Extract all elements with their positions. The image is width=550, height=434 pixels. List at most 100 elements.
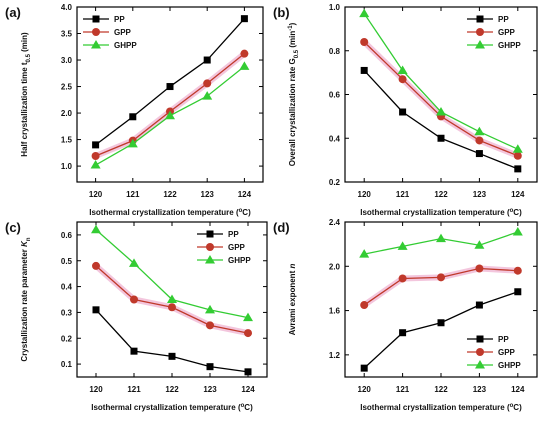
y-tick-label: 0.4 <box>329 134 341 143</box>
legend-label-gpp: GPP <box>114 28 132 37</box>
y-tick-label: 2.5 <box>61 83 73 92</box>
data-point-ghpp <box>474 126 485 136</box>
data-point-ghpp <box>167 294 177 303</box>
data-point-gpp <box>168 303 176 312</box>
x-tick-label: 120 <box>358 385 372 394</box>
x-tick-label: 120 <box>89 385 103 394</box>
data-point-ghpp <box>436 233 446 243</box>
data-point-gpp <box>92 261 100 270</box>
data-point-gpp <box>130 295 138 304</box>
x-axis-title-part: Isothermal crystallization temperature ( <box>360 403 510 412</box>
panel-label: (d) <box>273 220 290 235</box>
legend-label-ghpp: GHPP <box>498 361 521 370</box>
legend-label-pp: PP <box>114 15 125 24</box>
legend: PP GPP GHPP <box>197 230 251 265</box>
data-point-ghpp <box>129 258 139 267</box>
data-point-gpp <box>475 136 484 145</box>
plot-frame <box>76 6 264 183</box>
y-tick-label: 1.0 <box>329 3 341 12</box>
data-point-gpp <box>203 79 212 88</box>
chart-panel-1: (a) 120 121 122 123 124 1.0 1.5 2.0 2.5 3.0 3.5 4.0 I… <box>5 3 264 217</box>
x-tick-label: 121 <box>396 385 410 394</box>
legend-label-ghpp: GHPP <box>498 41 521 50</box>
data-point-pp <box>130 347 138 355</box>
x-tick-label: 122 <box>165 385 179 394</box>
x-axis-title-part: C) <box>513 403 522 412</box>
x-tick-label: 123 <box>201 190 215 199</box>
data-point-ghpp <box>202 91 213 100</box>
y-axis-title-part: Half crystallization time t <box>20 62 29 157</box>
legend-marker-ghpp <box>205 255 215 264</box>
data-point-pp <box>92 141 100 149</box>
data-point-pp <box>475 150 483 158</box>
legend: PP GPP GHPP <box>467 15 521 50</box>
data-point-pp <box>399 108 407 116</box>
data-point-pp <box>360 66 368 74</box>
data-point-pp <box>166 83 174 91</box>
data-point-pp <box>437 319 445 327</box>
data-point-pp <box>244 368 252 376</box>
x-tick-label: 124 <box>511 190 525 199</box>
chart-panel-3: (c) 120 121 122 123 124 0.1 0.2 0.3 0.4 0.5 0.6 Isot… <box>5 220 268 412</box>
data-point-gpp <box>437 273 445 282</box>
data-point-gpp <box>206 321 214 330</box>
y-axis-title-part: n <box>26 237 32 241</box>
x-axis-title-part: Isothermal crystallization temperature ( <box>91 403 241 412</box>
legend-marker-pp <box>476 15 484 23</box>
data-point-ghpp <box>91 224 101 234</box>
legend-marker-ghpp <box>91 40 101 49</box>
legend-label-pp: PP <box>498 15 509 24</box>
panel-label: (b) <box>273 5 290 20</box>
legend-marker-ghpp <box>475 360 485 369</box>
y-tick-label: 0.5 <box>61 257 73 266</box>
x-tick-label: 123 <box>203 385 217 394</box>
data-point-gpp <box>475 264 484 273</box>
y-axis-title-part: Avrami exponent <box>288 269 297 336</box>
y-tick-label: 3.5 <box>61 30 73 39</box>
data-point-ghpp <box>474 240 485 249</box>
series-line-pp <box>95 18 245 146</box>
x-tick-label: 120 <box>358 190 372 199</box>
y-axis-title: Avrami exponent n <box>288 264 297 336</box>
data-point-gpp <box>91 152 100 161</box>
y-axis-title: Overall crystallization rate G0.5 (min-1… <box>288 22 300 166</box>
series-line-ghpp <box>363 13 519 150</box>
legend-marker-pp <box>476 335 484 343</box>
legend-label-pp: PP <box>498 335 509 344</box>
legend-marker-pp <box>92 15 100 23</box>
data-point-gpp <box>398 274 407 283</box>
data-point-pp <box>360 364 368 372</box>
data-point-ghpp <box>397 65 408 74</box>
x-tick-label: 123 <box>473 385 487 394</box>
panel-label: (c) <box>5 220 21 235</box>
legend-label-gpp: GPP <box>498 28 516 37</box>
data-point-ghpp <box>512 144 523 153</box>
y-axis-title-part: K <box>20 240 29 247</box>
y-tick-label: 2.0 <box>61 109 73 118</box>
data-point-ghpp <box>165 110 175 120</box>
x-axis-title: Isothermal crystallization temperature (… <box>89 208 251 217</box>
x-axis-title-part: o <box>241 403 245 409</box>
legend: PP GPP GHPP <box>83 15 137 50</box>
x-tick-label: 122 <box>434 385 448 394</box>
y-axis-title: Half crystallization time t0.5 (min) <box>20 32 32 157</box>
x-tick-label: 124 <box>241 385 255 394</box>
chart-panel-4: (d) 120 121 122 123 124 1.2 1.6 2.0 2.4 Isothermal… <box>273 218 538 412</box>
legend-label-ghpp: GHPP <box>228 256 251 265</box>
y-axis-title-part: -1 <box>288 25 294 31</box>
legend-label-ghpp: GHPP <box>114 41 137 50</box>
x-axis-title: Isothermal crystallization temperature (… <box>360 208 522 217</box>
series-halo-gpp <box>94 51 247 159</box>
data-point-gpp <box>513 266 522 275</box>
y-tick-label: 1.0 <box>61 162 73 171</box>
y-tick-label: 0.6 <box>329 91 341 100</box>
x-axis-title-part: o <box>510 403 514 409</box>
x-axis-title-part: C) <box>244 403 253 412</box>
y-tick-label: 0.4 <box>61 283 73 292</box>
legend: PP GPP GHPP <box>467 335 521 370</box>
x-tick-label: 124 <box>511 385 525 394</box>
y-axis-title-part: Crystallization rate parameter <box>20 247 29 362</box>
y-tick-label: 4.0 <box>61 3 73 12</box>
data-point-ghpp <box>239 61 250 70</box>
